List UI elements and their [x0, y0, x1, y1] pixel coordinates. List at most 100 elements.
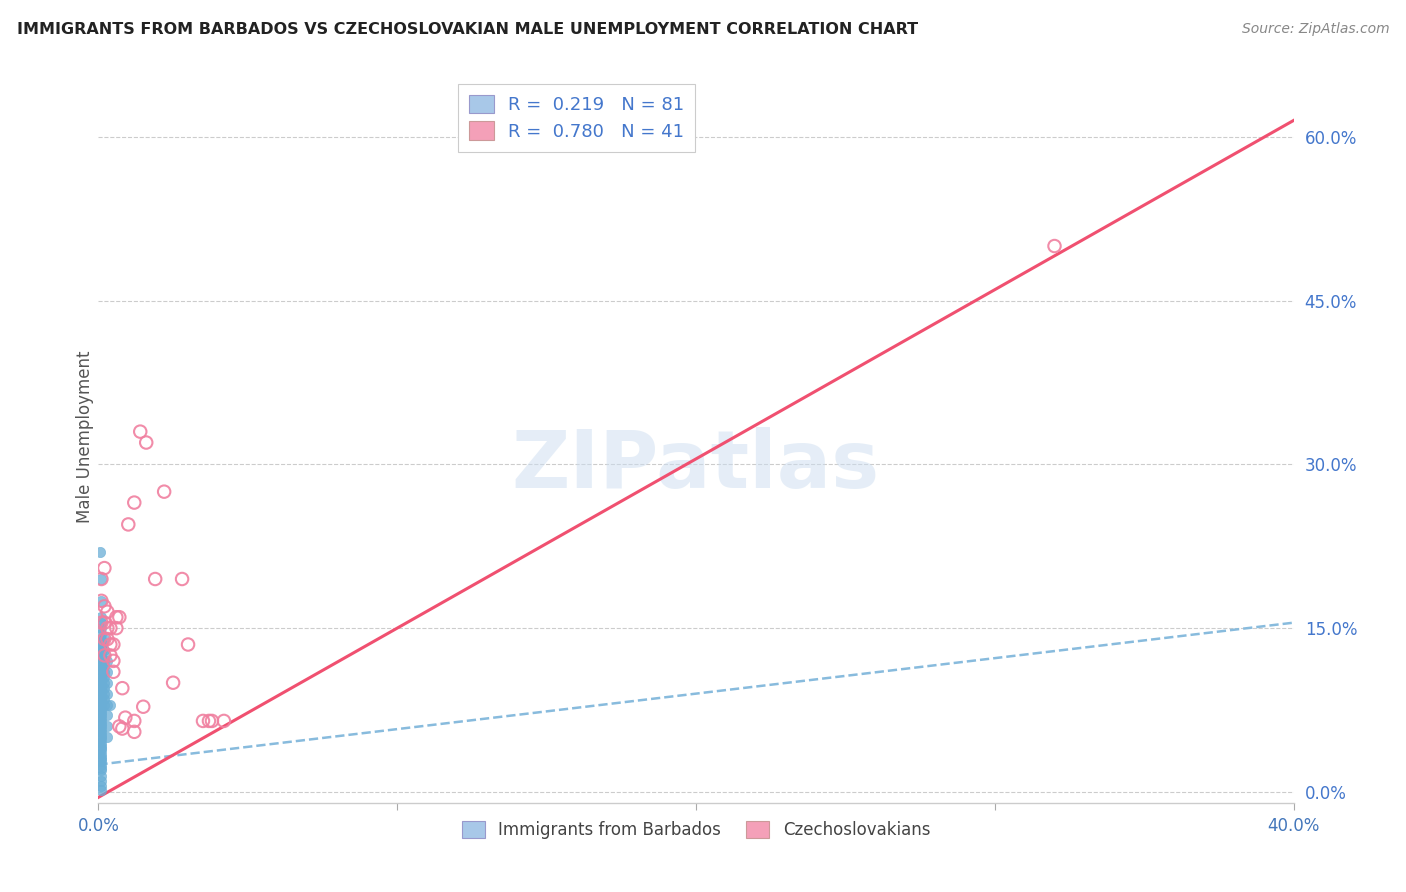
Point — [90, 698, 112, 712]
Point — [90, 594, 112, 608]
Point — [111, 681, 134, 695]
Point — [96, 698, 118, 712]
Point — [90, 699, 112, 714]
Point — [90, 632, 112, 646]
Point — [90, 670, 112, 684]
Point — [90, 654, 112, 668]
Point — [90, 684, 112, 698]
Point — [90, 626, 112, 640]
Point — [108, 719, 131, 733]
Point — [93, 687, 115, 701]
Legend: Immigrants from Barbados, Czechoslovakians: Immigrants from Barbados, Czechoslovakia… — [456, 814, 936, 846]
Point — [93, 675, 115, 690]
Point — [90, 757, 112, 772]
Point — [96, 708, 118, 723]
Point — [90, 722, 112, 736]
Point — [96, 621, 118, 635]
Point — [96, 731, 118, 745]
Point — [90, 687, 112, 701]
Point — [90, 665, 112, 679]
Point — [93, 648, 115, 663]
Point — [201, 714, 224, 728]
Point — [105, 610, 128, 624]
Point — [96, 687, 118, 701]
Point — [90, 615, 112, 630]
Point — [90, 572, 112, 586]
Point — [90, 615, 112, 630]
Point — [90, 645, 112, 659]
Point — [93, 632, 115, 646]
Text: IMMIGRANTS FROM BARBADOS VS CZECHOSLOVAKIAN MALE UNEMPLOYMENT CORRELATION CHART: IMMIGRANTS FROM BARBADOS VS CZECHOSLOVAK… — [17, 22, 918, 37]
Point — [90, 706, 112, 721]
Point — [93, 665, 115, 679]
Point — [191, 714, 214, 728]
Point — [93, 648, 115, 663]
Point — [93, 615, 115, 630]
Point — [90, 768, 112, 782]
Point — [89, 545, 111, 559]
Point — [93, 670, 115, 684]
Point — [90, 736, 112, 750]
Point — [90, 610, 112, 624]
Point — [98, 638, 122, 652]
Point — [143, 572, 166, 586]
Point — [90, 695, 112, 709]
Point — [90, 692, 112, 706]
Point — [90, 711, 112, 725]
Point — [108, 610, 131, 624]
Point — [90, 663, 112, 677]
Point — [124, 495, 146, 509]
Point — [129, 425, 152, 439]
Point — [98, 621, 122, 635]
Point — [90, 780, 112, 794]
Point — [90, 648, 112, 663]
Point — [105, 621, 128, 635]
Y-axis label: Male Unemployment: Male Unemployment — [76, 351, 94, 524]
Point — [90, 717, 112, 731]
Point — [103, 638, 125, 652]
Point — [90, 643, 112, 657]
Text: Source: ZipAtlas.com: Source: ZipAtlas.com — [1241, 22, 1389, 37]
Point — [90, 708, 112, 723]
Point — [90, 621, 112, 635]
Point — [172, 572, 194, 586]
Point — [111, 722, 134, 736]
Point — [96, 665, 118, 679]
Point — [90, 743, 112, 757]
Point — [132, 699, 155, 714]
Point — [90, 594, 112, 608]
Point — [90, 659, 112, 673]
Point — [90, 678, 112, 692]
Point — [98, 648, 122, 663]
Point — [177, 638, 200, 652]
Point — [93, 632, 115, 646]
Point — [90, 752, 112, 766]
Point — [90, 667, 112, 681]
Point — [93, 599, 115, 614]
Point — [153, 484, 176, 499]
Point — [96, 654, 118, 668]
Point — [90, 747, 112, 761]
Point — [90, 634, 112, 648]
Point — [93, 654, 115, 668]
Point — [90, 750, 112, 764]
Point — [90, 640, 112, 655]
Point — [90, 719, 112, 733]
Point — [96, 675, 118, 690]
Point — [96, 632, 118, 646]
Point — [96, 605, 118, 619]
Point — [90, 681, 112, 695]
Point — [90, 739, 112, 753]
Point — [90, 656, 112, 670]
Point — [93, 698, 115, 712]
Point — [96, 719, 118, 733]
Point — [90, 703, 112, 717]
Text: ZIPatlas: ZIPatlas — [512, 427, 880, 506]
Point — [103, 654, 125, 668]
Point — [90, 714, 112, 728]
Point — [114, 711, 136, 725]
Point — [212, 714, 235, 728]
Point — [90, 572, 112, 586]
Point — [90, 782, 112, 797]
Point — [90, 651, 112, 665]
